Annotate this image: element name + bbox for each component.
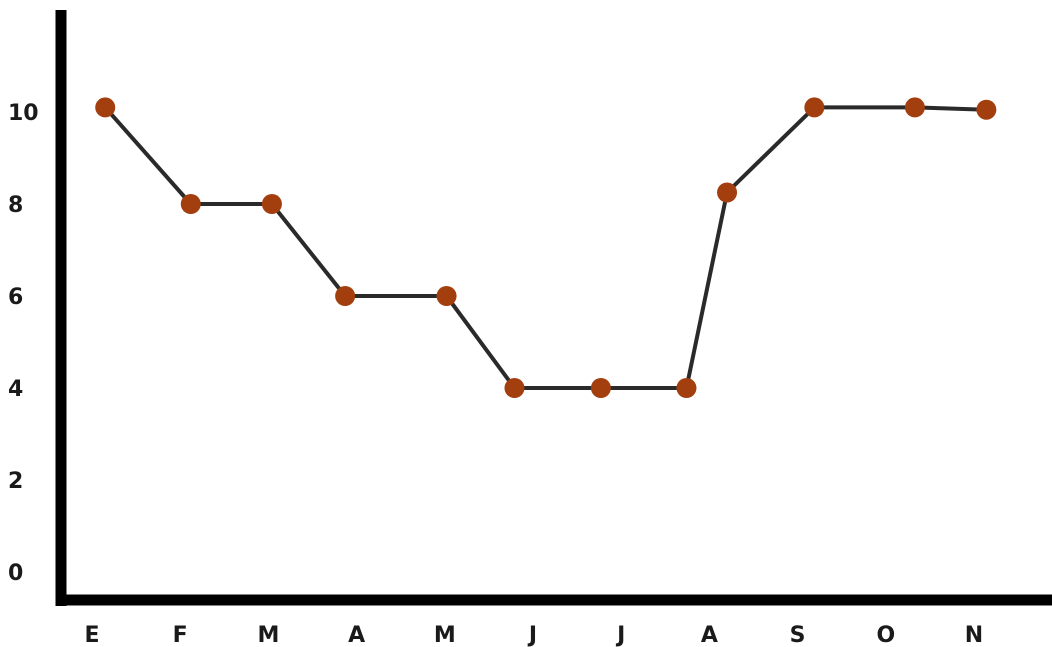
y-axis-ticks: 0 2 4 6 8 10	[8, 101, 39, 586]
data-point	[904, 97, 925, 118]
data-point	[590, 378, 611, 398]
y-tick-label: 4	[8, 377, 23, 402]
series-line	[103, 105, 989, 390]
data-point	[436, 286, 457, 306]
x-tick-label: O	[876, 623, 895, 647]
y-tick-label: 0	[8, 561, 23, 586]
data-point	[804, 97, 825, 118]
data-point	[261, 194, 282, 214]
x-tick-label: M	[434, 623, 456, 647]
data-point	[504, 378, 525, 398]
x-tick-label: S	[790, 623, 806, 647]
x-tick-label: F	[173, 623, 188, 647]
data-point	[180, 194, 201, 214]
x-axis-ticks: EFMAMJJASOND	[84, 623, 983, 647]
data-point	[717, 182, 738, 203]
data-point	[95, 97, 116, 118]
x-tick-label: N	[965, 623, 983, 647]
x-tick-label: A	[348, 623, 365, 647]
data-point	[676, 378, 697, 398]
x-tick-label: A	[701, 623, 718, 647]
y-tick-label: 10	[8, 101, 39, 126]
data-point	[335, 286, 356, 306]
x-tick-label: M	[257, 623, 279, 647]
x-tick-label: E	[84, 623, 99, 647]
x-tick-label: J	[615, 623, 625, 647]
x-tick-label: J	[527, 623, 537, 647]
y-tick-label: 2	[8, 469, 23, 494]
y-tick-label: 8	[8, 193, 23, 218]
y-tick-label: 6	[8, 285, 23, 310]
data-point	[976, 99, 997, 120]
data-series	[95, 97, 997, 398]
